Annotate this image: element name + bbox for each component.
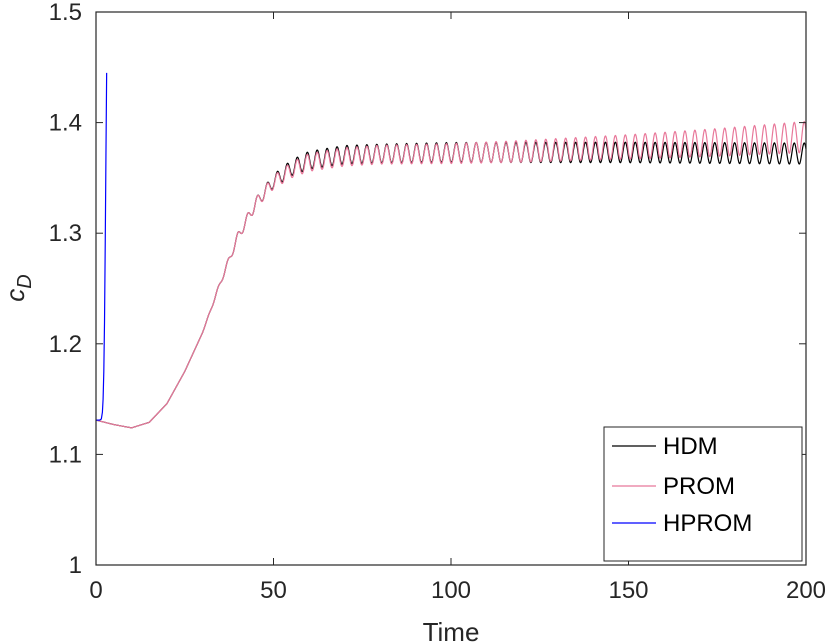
y-axis-label-sub: D <box>14 274 36 288</box>
x-tick-label: 100 <box>431 577 471 604</box>
x-tick-label: 200 <box>786 577 826 604</box>
x-tick-label: 50 <box>260 577 287 604</box>
series-line-prom <box>95 120 807 429</box>
x-tick-label: 0 <box>89 577 102 604</box>
y-tick-label: 1.5 <box>49 0 82 26</box>
series-line-hprom <box>96 72 108 421</box>
legend-box <box>603 426 803 562</box>
legend-label-hdm: HDM <box>663 433 718 460</box>
legend-label-prom: PROM <box>663 473 735 500</box>
ticks-layer: 0 50 100 150 200 1 1.1 1.2 1.3 1.4 1.5 <box>49 0 826 604</box>
x-tick-label: 150 <box>608 577 648 604</box>
y-tick-label: 1.3 <box>49 220 82 247</box>
y-axis-label: cD <box>0 274 36 301</box>
y-tick-label: 1.1 <box>49 441 82 468</box>
series-layer <box>95 72 807 429</box>
y-tick-label: 1.4 <box>49 110 82 137</box>
y-tick-label: 1 <box>69 552 82 579</box>
x-axis-label: Time <box>423 617 480 643</box>
y-tick-label: 1.2 <box>49 331 82 358</box>
y-axis-label-main: c <box>0 289 30 302</box>
svg-text:cD: cD <box>0 274 36 301</box>
legend: HDM PROM HPROM <box>603 426 803 562</box>
legend-label-hprom: HPROM <box>663 510 752 537</box>
